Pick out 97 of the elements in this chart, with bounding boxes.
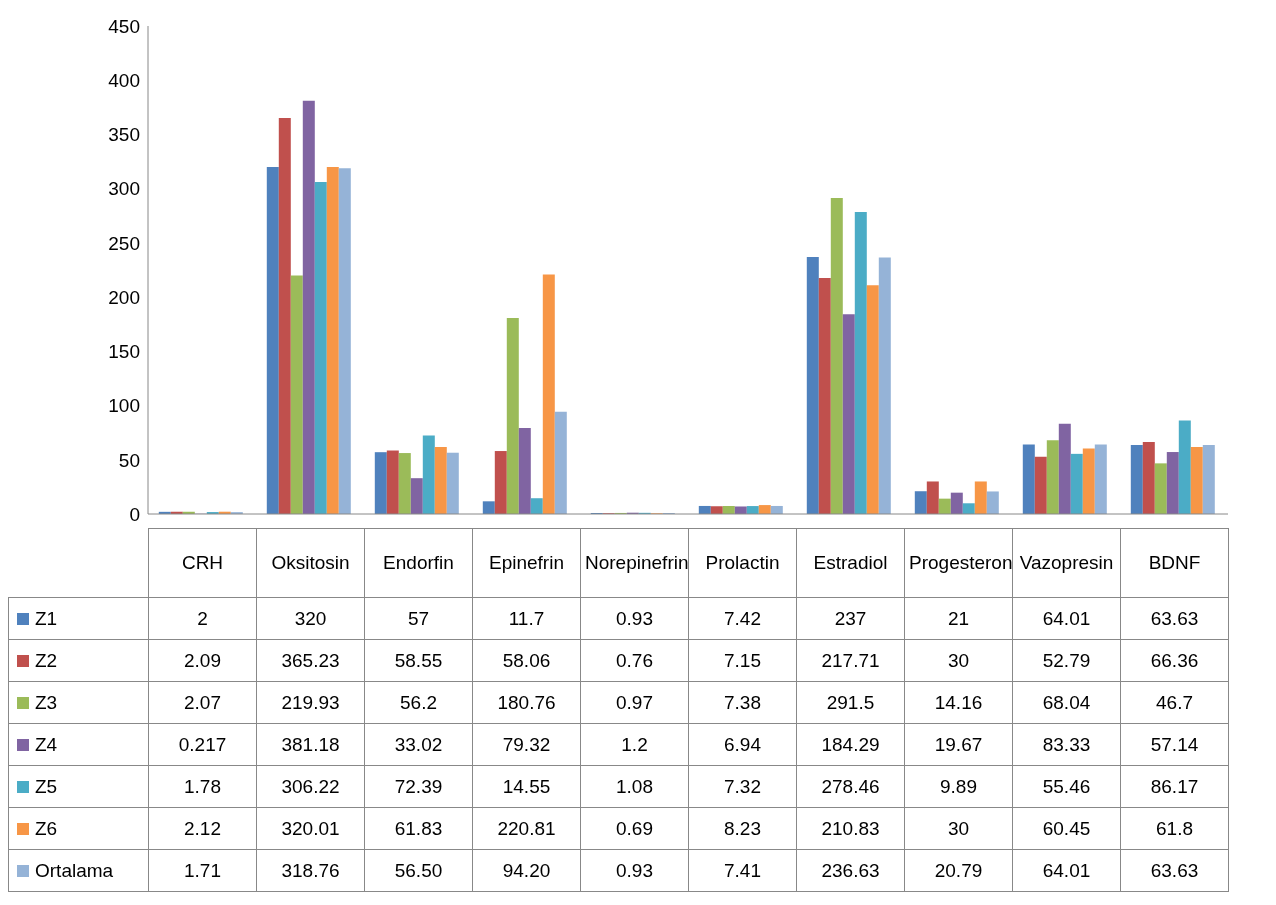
legend-label: Z6	[8, 807, 149, 850]
data-label: 20.79	[904, 849, 1013, 892]
legend-label: Z2	[8, 639, 149, 682]
y-tick-label: 400	[108, 69, 140, 91]
data-label: 58.06	[472, 639, 581, 682]
data-label: 184.29	[796, 723, 905, 766]
x-tick-label: Epinefrin	[472, 528, 581, 598]
y-tick-label: 300	[108, 178, 140, 200]
data-label: 57	[364, 597, 473, 640]
data-label: 210.83	[796, 807, 905, 850]
data-label: 30	[904, 807, 1013, 850]
x-tick-label: Prolactin	[688, 528, 797, 598]
data-label: 68.04	[1012, 681, 1121, 724]
legend-label: Z3	[8, 681, 149, 724]
data-label: 6.94	[688, 723, 797, 766]
data-label: 58.55	[364, 639, 473, 682]
y-tick-label: 50	[118, 449, 140, 471]
data-label: 7.32	[688, 765, 797, 808]
data-label: 55.46	[1012, 765, 1121, 808]
data-label: 0.217	[148, 723, 257, 766]
data-label: 14.16	[904, 681, 1013, 724]
data-label: 60.45	[1012, 807, 1121, 850]
data-label: 9.89	[904, 765, 1013, 808]
data-label: 79.32	[472, 723, 581, 766]
data-label: 320	[256, 597, 365, 640]
data-label: 33.02	[364, 723, 473, 766]
data-label: 2	[148, 597, 257, 640]
y-tick-label: 200	[108, 286, 140, 308]
data-label: 7.15	[688, 639, 797, 682]
data-label: 365.23	[256, 639, 365, 682]
data-label: 0.76	[580, 639, 689, 682]
data-label: 61.8	[1120, 807, 1229, 850]
y-tick-label: 350	[108, 124, 140, 146]
data-label: 7.41	[688, 849, 797, 892]
data-label: 278.46	[796, 765, 905, 808]
data-label: 21	[904, 597, 1013, 640]
y-tick-label: 150	[108, 341, 140, 363]
x-tick-label: BDNF	[1120, 528, 1229, 598]
data-label: 64.01	[1012, 849, 1121, 892]
data-label: 1.2	[580, 723, 689, 766]
x-tick-label: Norepinefrin	[580, 528, 689, 598]
data-label: 83.33	[1012, 723, 1121, 766]
data-label: 86.17	[1120, 765, 1229, 808]
data-label: 11.7	[472, 597, 581, 640]
legend-label: Z1	[8, 597, 149, 640]
data-label: 56.50	[364, 849, 473, 892]
data-label: 7.38	[688, 681, 797, 724]
x-tick-label: Oksitosin	[256, 528, 365, 598]
y-tick-label: 0	[129, 503, 140, 525]
data-label: 291.5	[796, 681, 905, 724]
x-tick-label: Endorfin	[364, 528, 473, 598]
data-label: 237	[796, 597, 905, 640]
x-tick-label: CRH	[148, 528, 257, 598]
data-label: 217.71	[796, 639, 905, 682]
data-label: 61.83	[364, 807, 473, 850]
data-label: 14.55	[472, 765, 581, 808]
data-label: 0.97	[580, 681, 689, 724]
x-tick-label: Estradiol	[796, 528, 905, 598]
data-label: 64.01	[1012, 597, 1121, 640]
x-tick-label: Vazopresin	[1012, 528, 1121, 598]
data-label: 220.81	[472, 807, 581, 850]
data-label: 2.12	[148, 807, 257, 850]
data-label: 57.14	[1120, 723, 1229, 766]
data-label: 8.23	[688, 807, 797, 850]
data-label: 52.79	[1012, 639, 1121, 682]
data-label: 180.76	[472, 681, 581, 724]
data-label: 66.36	[1120, 639, 1229, 682]
x-tick-label: Progesteron	[904, 528, 1013, 598]
y-tick-label: 450	[108, 15, 140, 37]
data-label: 1.78	[148, 765, 257, 808]
data-label: 72.39	[364, 765, 473, 808]
y-tick-label: 250	[108, 232, 140, 254]
data-label: 306.22	[256, 765, 365, 808]
legend-label: Z5	[8, 765, 149, 808]
data-label: 0.93	[580, 597, 689, 640]
data-label: 19.67	[904, 723, 1013, 766]
data-label: 94.20	[472, 849, 581, 892]
data-label: 2.09	[148, 639, 257, 682]
data-label: 56.2	[364, 681, 473, 724]
data-label: 236.63	[796, 849, 905, 892]
data-label: 219.93	[256, 681, 365, 724]
data-label: 7.42	[688, 597, 797, 640]
data-label: 0.93	[580, 849, 689, 892]
data-label: 318.76	[256, 849, 365, 892]
data-label: 30	[904, 639, 1013, 682]
data-label: 381.18	[256, 723, 365, 766]
data-label: 1.08	[580, 765, 689, 808]
data-label: 0.69	[580, 807, 689, 850]
data-label: 2.07	[148, 681, 257, 724]
y-tick-label: 100	[108, 395, 140, 417]
data-label: 63.63	[1120, 597, 1229, 640]
legend-label: Z4	[8, 723, 149, 766]
data-label: 320.01	[256, 807, 365, 850]
legend-label: Ortalama	[8, 849, 149, 892]
data-label: 46.7	[1120, 681, 1229, 724]
data-label: 63.63	[1120, 849, 1229, 892]
data-label: 1.71	[148, 849, 257, 892]
